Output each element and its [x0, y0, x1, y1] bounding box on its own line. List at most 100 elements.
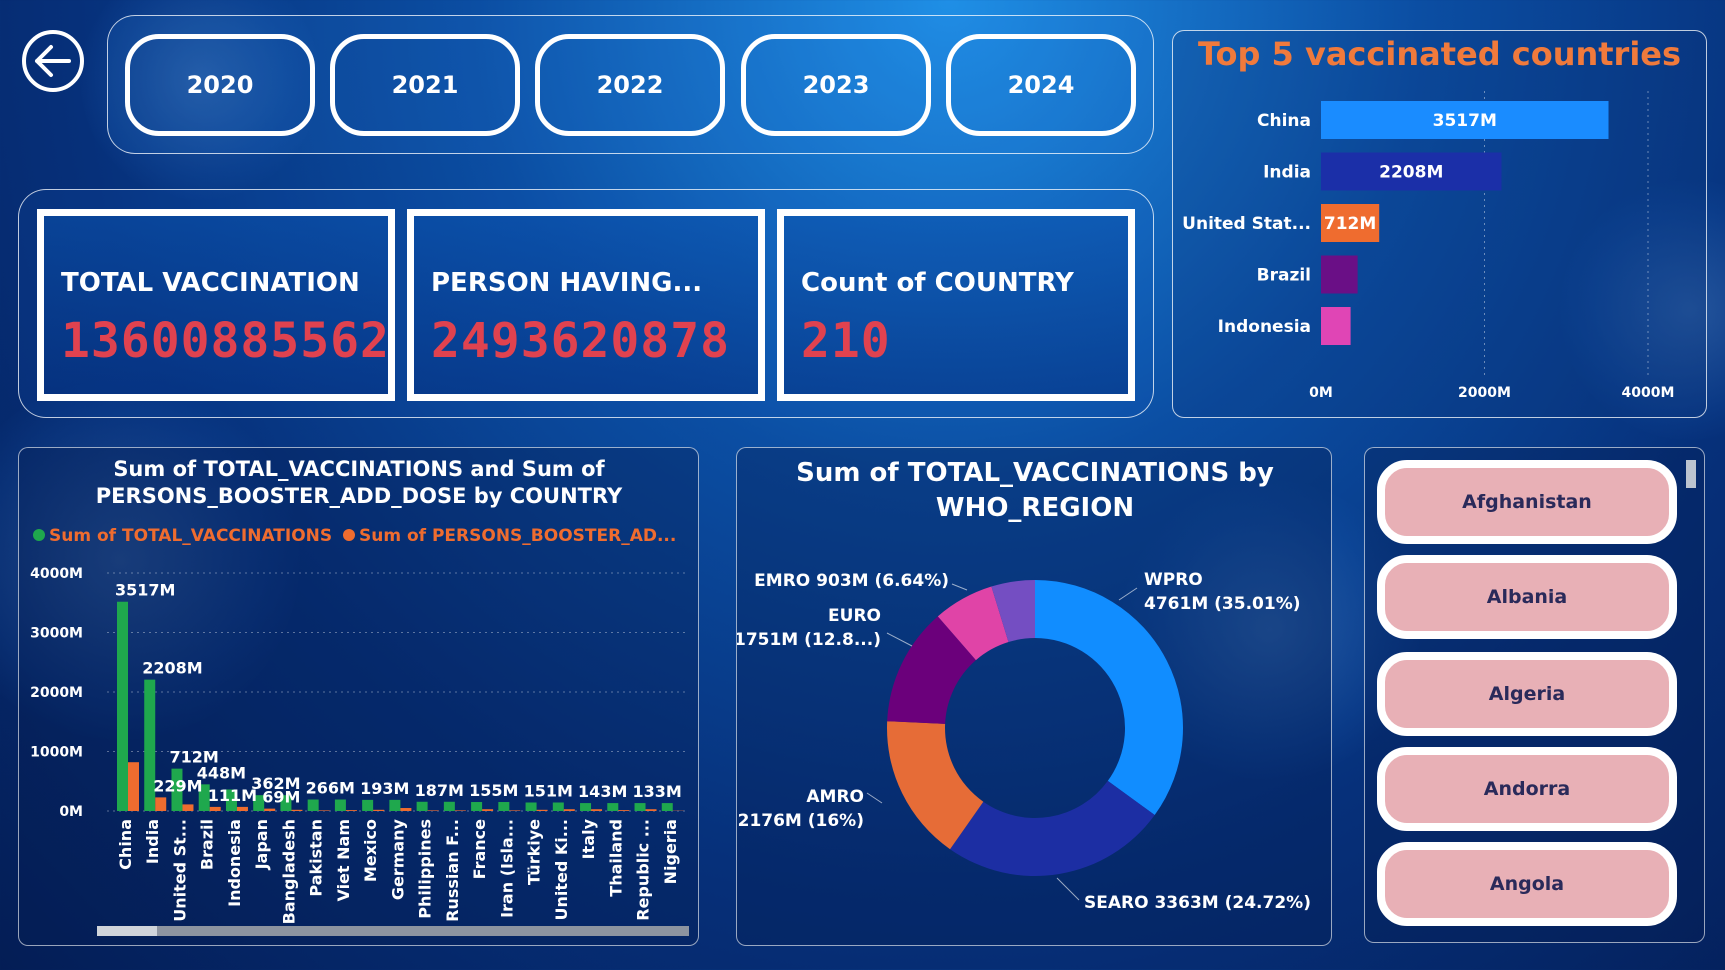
bar-total: [253, 795, 265, 811]
year-button-2021[interactable]: 2021: [330, 34, 520, 136]
bar-total: [471, 802, 483, 811]
leader-line: [886, 632, 913, 647]
bar-booster: [318, 810, 330, 811]
horizontal-scrollbar[interactable]: [97, 926, 689, 936]
x-tick-label: Mexico: [361, 819, 380, 882]
category-label: Indonesia: [1218, 317, 1311, 337]
country-button[interactable]: Albania: [1377, 555, 1677, 639]
x-tick-label: Philippines: [416, 819, 435, 919]
data-label: 143M: [578, 782, 627, 801]
bar-booster: [209, 806, 221, 811]
slice-label: EMRO 903M (6.64%): [754, 571, 949, 591]
bar-total: [334, 799, 346, 811]
leader-line: [1118, 587, 1138, 601]
country-button[interactable]: Afghanistan: [1377, 460, 1677, 544]
kpi-value: 210: [801, 313, 891, 369]
bar-total: [525, 802, 537, 811]
year-slicer: 2020 2021 2022 2023 2024: [107, 15, 1154, 154]
region-donut-chart[interactable]: Sum of TOTAL_VACCINATIONS by WHO_REGION …: [737, 448, 1333, 947]
x-tick-label: 0M: [1309, 385, 1333, 401]
bar-booster: [236, 806, 248, 811]
bar-india: [1321, 152, 1502, 191]
x-tick-label: Iran (Isla...: [497, 819, 516, 918]
bar-total: [280, 795, 292, 811]
x-tick-label: Thailand: [606, 819, 625, 897]
donut-slice-wpro: [1035, 580, 1183, 816]
year-button-2024[interactable]: 2024: [946, 34, 1136, 136]
bar-booster: [155, 797, 167, 811]
category-label: United Stat...: [1182, 214, 1311, 234]
data-label: 111M: [208, 786, 257, 805]
year-button-2022[interactable]: 2022: [535, 34, 725, 136]
bar-united-stat-: [1321, 204, 1380, 242]
country-scroll-thumb[interactable]: [1686, 460, 1696, 488]
bar-booster: [128, 762, 139, 811]
year-button-2020[interactable]: 2020: [125, 34, 315, 136]
slice-label: AMRO: [806, 787, 864, 807]
y-tick-label: 0M: [59, 804, 83, 820]
year-button-2023[interactable]: 2023: [741, 34, 931, 136]
country-bar-chart[interactable]: Sum of TOTAL_VACCINATIONS and Sum of PER…: [19, 448, 700, 947]
bar-booster: [454, 810, 466, 811]
bar-indonesia: [1321, 307, 1351, 345]
top5-bar-chart[interactable]: 0M 2000M 4000M China 3517M India 2208M United S…: [1173, 31, 1708, 419]
country-button[interactable]: Algeria: [1377, 652, 1677, 736]
x-tick-label: Italy: [579, 818, 598, 859]
data-label: 151M: [524, 781, 573, 800]
country-slicer: Afghanistan Albania Algeria Andorra Ango…: [1364, 447, 1705, 943]
bar-total: [171, 768, 183, 811]
donut-slice-amro: [887, 721, 984, 850]
y-tick-label: 4000M: [30, 566, 83, 582]
bar-total: [307, 799, 319, 811]
country-button[interactable]: Andorra: [1377, 747, 1677, 831]
data-label: 187M: [415, 781, 464, 800]
bar-booster: [509, 810, 521, 811]
kpi-card-total-vaccination: TOTAL VACCINATION 13600885562: [37, 209, 395, 401]
scrollbar-thumb[interactable]: [97, 926, 157, 936]
bar-total: [362, 799, 374, 811]
bar-total: [661, 803, 673, 811]
arrow-left-icon: [35, 45, 71, 77]
bar-chart-title-line1: Sum of TOTAL_VACCINATIONS and Sum of: [113, 457, 605, 481]
kpi-label: TOTAL VACCINATION: [61, 268, 360, 298]
bar-total: [225, 789, 237, 811]
bar-brazil: [1321, 255, 1358, 294]
donut-chart-title-line1: Sum of TOTAL_VACCINATIONS by: [796, 458, 1274, 488]
top5-chart-panel: Top 5 vaccinated countries 0M 2000M 4000M C…: [1172, 30, 1707, 418]
category-label: China: [1257, 111, 1311, 131]
x-tick-label: Russian F...: [443, 819, 462, 922]
bar-booster: [482, 809, 494, 811]
leader-line: [1056, 877, 1080, 901]
bar-booster: [291, 809, 303, 811]
kpi-card-person-having: PERSON HAVING... 2493620878: [407, 209, 765, 401]
x-tick-label: Germany: [388, 818, 407, 900]
bar-total: [144, 679, 156, 811]
x-tick-label: United St...: [170, 819, 189, 922]
data-label: 712M: [169, 748, 218, 767]
slice-label: 2176M (16%): [738, 811, 864, 831]
x-tick-label: United Ki...: [552, 819, 571, 921]
back-button[interactable]: [22, 30, 84, 92]
data-label: 3517M: [1433, 111, 1497, 131]
data-label: 69M: [262, 788, 300, 807]
x-tick-label: Bangladesh: [279, 819, 298, 924]
bar-booster: [182, 804, 194, 811]
donut-chart-title-line2: WHO_REGION: [936, 493, 1134, 523]
bar-total: [580, 803, 592, 811]
x-tick-label: Viet Nam: [334, 819, 353, 902]
kpi-card-count-country: Count of COUNTRY 210: [777, 209, 1135, 401]
legend-label-total: Sum of TOTAL_VACCINATIONS: [49, 526, 332, 546]
donut-slice-emro: [937, 586, 1009, 661]
bar-booster: [427, 810, 439, 811]
x-tick-label: Japan: [252, 819, 271, 870]
bar-booster: [400, 808, 412, 811]
bar-booster: [645, 809, 657, 811]
y-tick-label: 3000M: [30, 626, 83, 642]
slice-label: SEARO 3363M (24.72%): [1084, 893, 1311, 913]
country-button[interactable]: Angola: [1377, 842, 1677, 926]
data-label: 448M: [197, 763, 246, 782]
x-tick-label: Türkiye: [525, 819, 544, 885]
x-tick-label: Indonesia: [225, 819, 244, 907]
x-tick-label: India: [143, 819, 162, 864]
slice-label: EURO: [828, 606, 881, 626]
